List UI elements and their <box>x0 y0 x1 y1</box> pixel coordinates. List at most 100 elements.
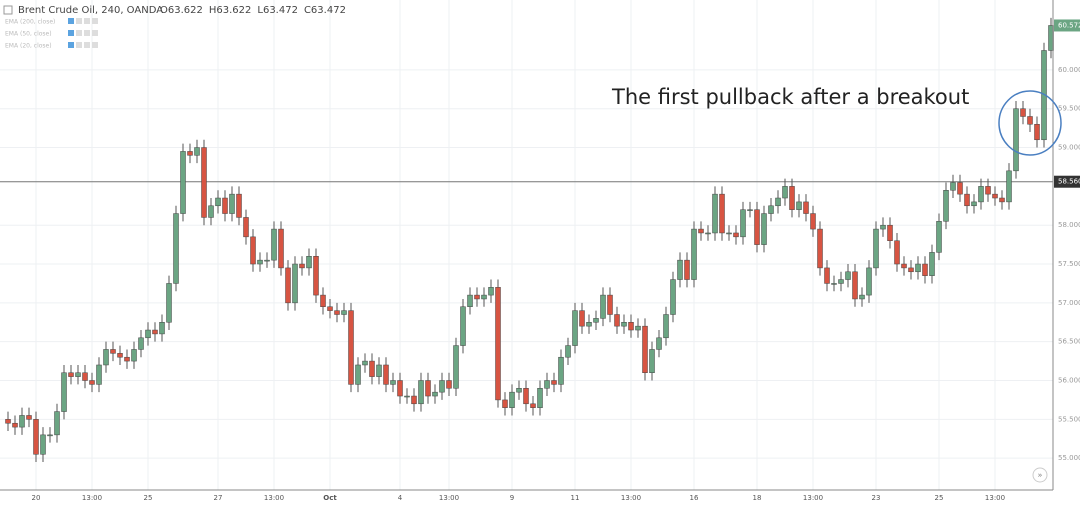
annotation: The first pullback after a breakout <box>611 85 969 109</box>
y-tick-label: 59.000 <box>1058 144 1080 152</box>
candle-body <box>152 329 158 335</box>
candle-body <box>446 380 452 389</box>
candle-body <box>740 209 746 238</box>
labels: 55.000 55.500 56.000 56.500 57.000 57.500 58.0… <box>32 19 1080 502</box>
candle-body <box>656 337 662 350</box>
x-tick-label: 13:00 <box>82 494 102 502</box>
candle-body <box>264 259 270 262</box>
candle-body <box>131 349 137 362</box>
candle-body <box>705 232 711 235</box>
indicator-label: EMA (200, close) <box>5 19 55 26</box>
candle-body <box>649 349 655 373</box>
x-tick-label: 18 <box>753 494 762 502</box>
candle-body <box>75 372 81 377</box>
candle-body <box>957 182 963 195</box>
candle-body <box>502 399 508 408</box>
candle-body <box>278 228 284 269</box>
y-tick-label: 60.000 <box>1058 66 1080 74</box>
candle-body <box>775 197 781 207</box>
candle-body <box>110 349 116 354</box>
candle-body <box>1020 108 1026 117</box>
candle-body <box>698 228 704 234</box>
candle-body <box>54 411 60 436</box>
candle-body <box>782 186 788 199</box>
candle-body <box>250 236 256 265</box>
candle-body <box>68 372 74 377</box>
candle-body <box>5 419 11 424</box>
x-tick-label: Oct <box>323 494 337 502</box>
candle-body <box>194 147 200 156</box>
candle-body <box>943 190 949 222</box>
candle-body <box>173 213 179 284</box>
x-tick-label: 25 <box>144 494 153 502</box>
candle-body <box>474 294 480 300</box>
candle-body <box>866 267 872 296</box>
candle-body <box>768 205 774 214</box>
highlight-circle <box>998 90 1062 156</box>
candle-body <box>999 197 1005 203</box>
candle-body <box>481 294 487 300</box>
candle-body <box>894 240 900 265</box>
ohlc-value: C63.472 <box>304 5 346 16</box>
indicator-button <box>68 18 74 24</box>
candle-body <box>257 259 263 265</box>
x-tick-label: 23 <box>872 494 881 502</box>
candle-body <box>593 318 599 323</box>
candle-body <box>1034 123 1040 141</box>
x-tick-label: 13:00 <box>985 494 1005 502</box>
candle-body <box>670 279 676 315</box>
candle-body <box>439 380 445 393</box>
collapse-icon[interactable] <box>3 5 13 15</box>
scroll-button[interactable] <box>1032 467 1048 483</box>
candle-body <box>516 388 522 393</box>
x-tick-label: 9 <box>510 494 514 502</box>
candle-body <box>159 322 165 335</box>
chart-title: Brent Crude Oil, 240, OANDA <box>18 5 163 16</box>
candle-body <box>509 391 515 408</box>
candle-body <box>243 217 249 238</box>
candle-body <box>607 294 613 315</box>
candle-body <box>971 201 977 207</box>
candle-body <box>348 310 354 385</box>
indicator-button <box>92 18 98 24</box>
scroll-icon: » <box>1038 471 1043 480</box>
candle-body <box>397 380 403 397</box>
candle-body <box>488 287 494 296</box>
y-tick-label: 57.000 <box>1058 299 1080 307</box>
candle-body <box>901 263 907 269</box>
candle-body <box>929 252 935 276</box>
candle-body <box>922 263 928 276</box>
ohlc-value: L63.472 <box>257 5 298 16</box>
candle-body <box>390 380 396 385</box>
ohlc-value: O63.622 <box>160 5 203 16</box>
candle-body <box>873 228 879 269</box>
candle-body <box>103 349 109 366</box>
candle-body <box>82 372 88 381</box>
candle-body <box>89 380 95 385</box>
candle-body <box>726 232 732 235</box>
candle-body <box>404 395 410 398</box>
candle-body <box>306 256 312 269</box>
indicator-button <box>84 18 90 24</box>
candle-body <box>838 279 844 284</box>
candle-body <box>47 434 53 437</box>
x-tick-label: 13:00 <box>621 494 641 502</box>
x-tick-label: 4 <box>398 494 403 502</box>
last-price-label: 60.572 <box>1058 21 1080 29</box>
candle-body <box>1006 170 1012 203</box>
indicator-label: EMA (20, close) <box>5 43 52 50</box>
candle-body <box>628 322 634 331</box>
candle-body <box>936 221 942 253</box>
candle-body <box>215 197 221 207</box>
candle-body <box>789 186 795 210</box>
candle-body <box>908 267 914 273</box>
indicator-button <box>76 42 82 48</box>
candle-body <box>978 186 984 203</box>
candle-body <box>432 391 438 397</box>
candle-body <box>19 415 25 428</box>
candle-body <box>621 322 627 327</box>
candle-body <box>586 322 592 327</box>
candle-body <box>187 151 193 156</box>
candle-body <box>614 314 620 327</box>
indicator-button <box>92 30 98 36</box>
